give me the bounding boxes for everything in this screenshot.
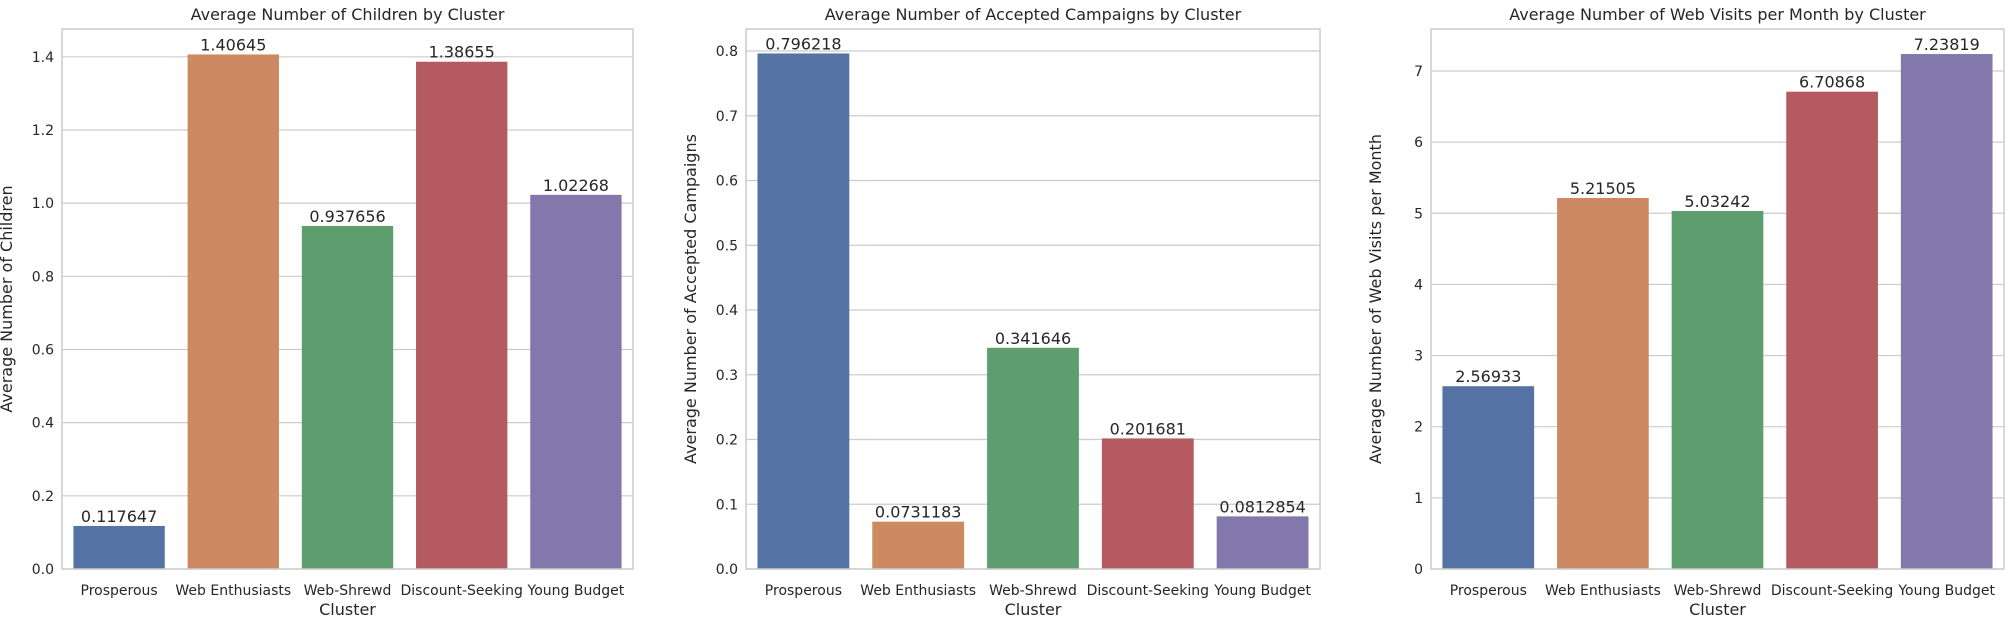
plot-frame [61,28,634,570]
y-tick-label: 0.4 [716,303,738,319]
bar-web-shrewd [1671,210,1764,569]
bar-discount-seeking [416,61,508,569]
bar-prosperous [1442,386,1535,569]
x-tick-label: Discount-Seeking [1771,583,1893,599]
plot-frame [745,28,1321,570]
bar-value-label: 1.02268 [543,176,609,195]
bar-prosperous [757,53,850,570]
x-tick-label: Prosperous [765,583,842,599]
y-tick-label: 0.8 [716,44,738,60]
y-tick-label: 0.2 [716,433,738,449]
y-tick-label: 1.4 [32,50,54,66]
bar-web-enthusiasts [187,54,279,569]
y-axis-label: Average Number of Web Visits per Month [1366,134,1385,464]
x-tick-label: Young Budget [1213,583,1311,599]
plot-frame [1430,28,2005,570]
bar-value-label: 5.21505 [1570,179,1636,198]
bar-value-label: 7.23819 [1914,35,1980,54]
y-tick-label: 0.2 [32,489,54,505]
y-axis-label: Average Number of Children [0,185,16,412]
x-tick-label: Young Budget [1897,583,1995,599]
y-tick-label: 0.0 [716,562,738,578]
bar-web-enthusiasts [1557,197,1649,569]
bar-value-label: 6.70868 [1799,73,1865,92]
x-axis-label: Cluster [319,600,376,619]
bar-discount-seeking [1101,438,1194,569]
bar-value-label: 0.341646 [995,329,1071,348]
bar-value-label: 2.56933 [1455,367,1521,386]
y-tick-label: 4 [1414,277,1423,293]
y-tick-label: 0.6 [716,174,738,190]
y-tick-label: 0.7 [716,109,738,125]
x-axis-label: Cluster [1005,600,1062,619]
y-tick-label: 1.0 [32,196,54,212]
x-tick-label: Prosperous [1450,583,1527,599]
y-axis-label: Average Number of Accepted Campaigns [681,134,700,464]
chart-panel-3: 0 1 2 3 4 5 6 7 2.56933 Prosperous 5.21505 Web Enth… [1366,5,2005,619]
bar-value-label: 0.0812854 [1219,497,1306,516]
chart-panel-1: 0.0 0.2 0.4 0.6 0.8 1.0 1.2 1.4 0.117647 Prospero… [0,5,634,619]
y-tick-label: 0.4 [32,416,54,432]
x-tick-label: Web-Shrewd [989,583,1077,599]
bar-web-shrewd [301,225,394,569]
bar-value-label: 0.937656 [309,207,385,226]
y-tick-label: 2 [1414,420,1423,436]
bar-young-budget [1216,516,1309,569]
x-tick-label: Web Enthusiasts [1545,583,1661,599]
bar-young-budget [530,194,622,569]
y-tick-label: 1.2 [32,123,54,139]
bar-value-label: 1.38655 [429,43,495,62]
y-tick-label: 0.8 [32,269,54,285]
y-tick-label: 0.1 [716,497,738,513]
x-tick-label: Web Enthusiasts [860,583,976,599]
bar-value-label: 1.40645 [200,35,266,54]
y-tick-label: 1 [1414,491,1423,507]
y-tick-label: 5 [1414,206,1423,222]
bar-prosperous [73,525,165,569]
bar-web-shrewd [987,347,1079,569]
chart-title: Average Number of Web Visits per Month b… [1509,5,1926,24]
bar-value-label: 0.796218 [765,34,841,53]
bar-young-budget [1900,54,1993,569]
bar-value-label: 5.03242 [1684,192,1750,211]
chart-title: Average Number of Children by Cluster [191,5,505,24]
y-tick-label: 3 [1414,349,1423,365]
x-tick-label: Web-Shrewd [1674,583,1762,599]
chart-title: Average Number of Accepted Campaigns by … [825,5,1242,24]
x-tick-label: Discount-Seeking [401,583,523,599]
bar-web-enthusiasts [872,521,965,569]
x-tick-label: Web Enthusiasts [175,583,291,599]
y-tick-label: 0.5 [716,238,738,254]
y-tick-label: 0.0 [32,562,54,578]
bar-value-label: 0.0731183 [875,503,962,522]
y-tick-label: 0.6 [32,342,54,358]
chart-panel-2: 0.0 0.1 0.2 0.3 0.4 0.5 0.6 0.7 0.8 0.796218 Prosp… [681,5,1321,619]
x-axis-label: Cluster [1689,600,1746,619]
x-tick-label: Web-Shrewd [304,583,392,599]
y-tick-label: 7 [1414,64,1423,80]
y-tick-label: 0 [1414,562,1423,578]
bar-discount-seeking [1786,91,1878,569]
x-tick-label: Young Budget [527,583,625,599]
y-tick-label: 0.3 [716,368,738,384]
x-tick-label: Prosperous [81,583,158,599]
bar-value-label: 0.201681 [1110,419,1186,438]
x-tick-label: Discount-Seeking [1087,583,1209,599]
bar-value-label: 0.117647 [81,507,157,526]
y-tick-label: 6 [1414,135,1423,151]
